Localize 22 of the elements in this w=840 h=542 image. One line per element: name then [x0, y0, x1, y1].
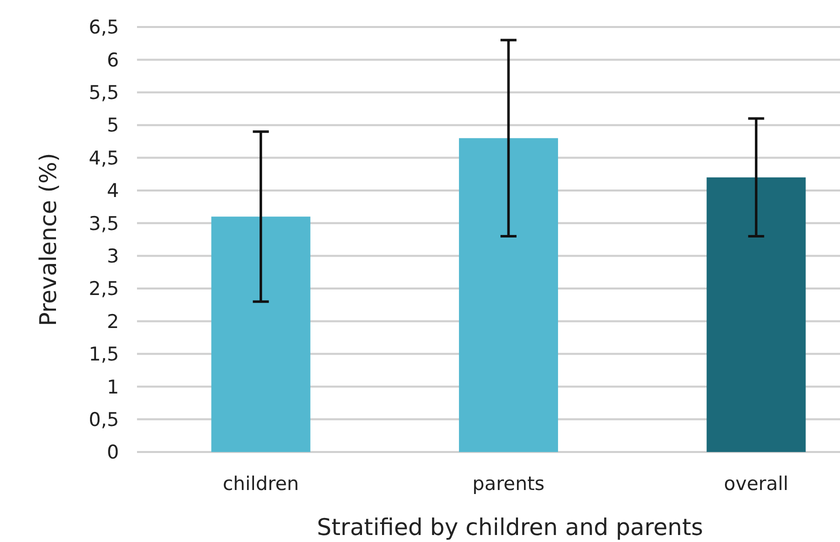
y-tick-label: 6,5: [88, 16, 119, 39]
y-tick-label: 5,5: [88, 82, 119, 104]
y-axis-title: Prevalence (%): [36, 152, 62, 326]
bar: [706, 177, 806, 452]
bar: [458, 138, 558, 452]
y-tick-label: 1,5: [88, 344, 119, 366]
y-tick-label: 2: [106, 310, 119, 333]
x-axis-title: Stratified by children and parents: [316, 515, 704, 541]
y-tick-label: 6: [106, 49, 119, 72]
y-tick-label: 4,5: [88, 147, 119, 170]
y-tick-label: 4: [106, 180, 119, 202]
x-tick-label: parents: [472, 473, 545, 495]
y-tick-label: 0: [106, 442, 119, 464]
y-tick-label: 3,5: [88, 212, 119, 235]
y-tick-label: 2,5: [88, 278, 119, 300]
y-tick-label: 0,5: [88, 408, 119, 431]
x-tick-label: children: [222, 473, 299, 495]
x-tick-label: overall: [724, 473, 788, 495]
bar: [211, 216, 310, 452]
y-tick-label: 5: [106, 114, 119, 137]
y-tick-label: 3: [106, 245, 119, 268]
y-tick-label: 1: [106, 376, 119, 398]
